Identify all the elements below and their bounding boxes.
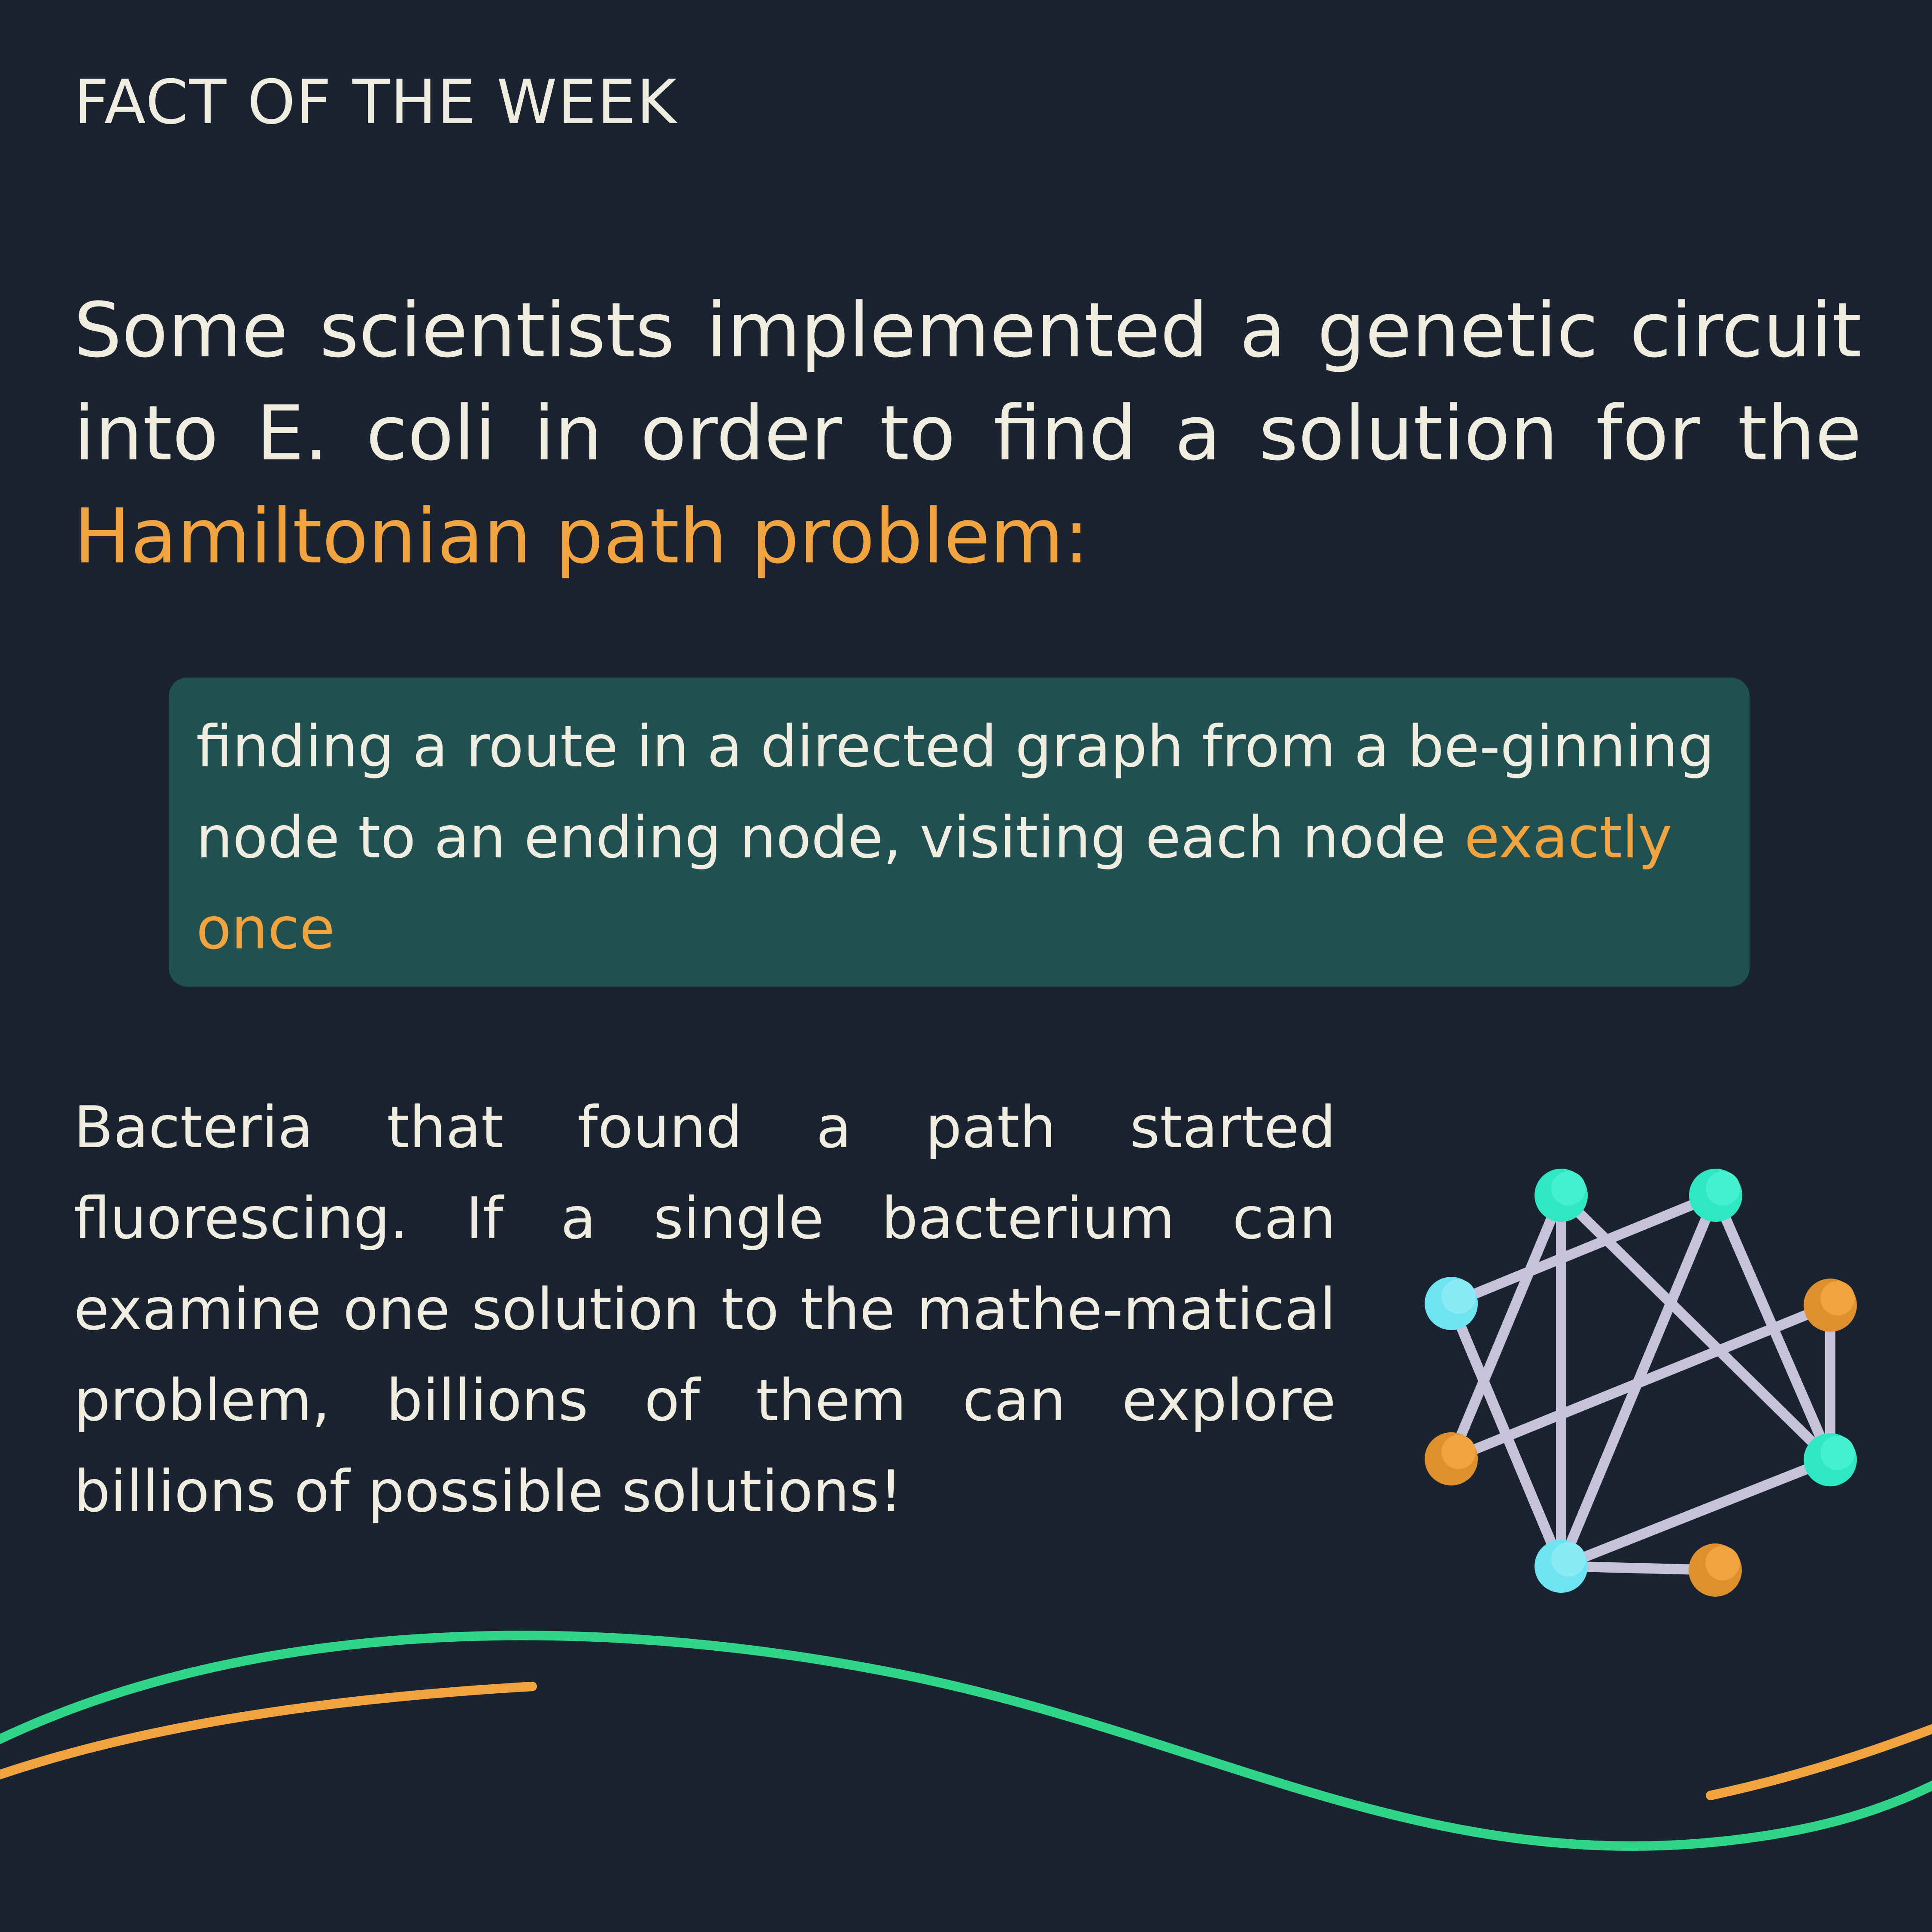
- graph-edges: [1446, 1190, 1835, 1575]
- graph-node-cyan: [1425, 1277, 1478, 1330]
- graph-node-teal: [1535, 1169, 1588, 1222]
- graph-nodes: [1425, 1169, 1857, 1597]
- orange-wave-right: [1706, 1724, 1932, 1800]
- graph-edge: [1446, 1190, 1566, 1464]
- intro-paragraph: Some scientists implemented a genetic ci…: [74, 279, 1862, 588]
- graph-edge: [1556, 1455, 1835, 1571]
- orange-wave-left: [0, 1682, 537, 1780]
- intro-highlight: Hamiltonian path problem:: [74, 492, 1089, 580]
- graph-node-cyan: [1535, 1540, 1588, 1593]
- graph-node-orange: [1689, 1543, 1742, 1597]
- graph-edge: [1446, 1190, 1721, 1309]
- graph-node-orange: [1425, 1432, 1478, 1485]
- definition-paragraph: finding a route in a directed graph from…: [196, 701, 1722, 974]
- definition-highlight: exactly once: [196, 804, 1672, 962]
- definition-text: finding a route in a directed graph from…: [196, 713, 1715, 871]
- graph-node-teal: [1689, 1169, 1742, 1222]
- graph-edge: [1446, 1300, 1835, 1464]
- graph-node-teal: [1804, 1433, 1857, 1486]
- graph-edge: [1556, 1190, 1835, 1465]
- body-paragraph: Bacteria that found a path started fluor…: [74, 1094, 1336, 1525]
- definition-box: finding a route in a directed graph from…: [169, 677, 1750, 987]
- fact-kicker: FACT OF THE WEEK: [74, 67, 678, 138]
- green-wave: [0, 1631, 1932, 1851]
- intro-text: Some scientists implemented a genetic ci…: [74, 286, 1862, 477]
- graph-node-orange: [1804, 1279, 1857, 1332]
